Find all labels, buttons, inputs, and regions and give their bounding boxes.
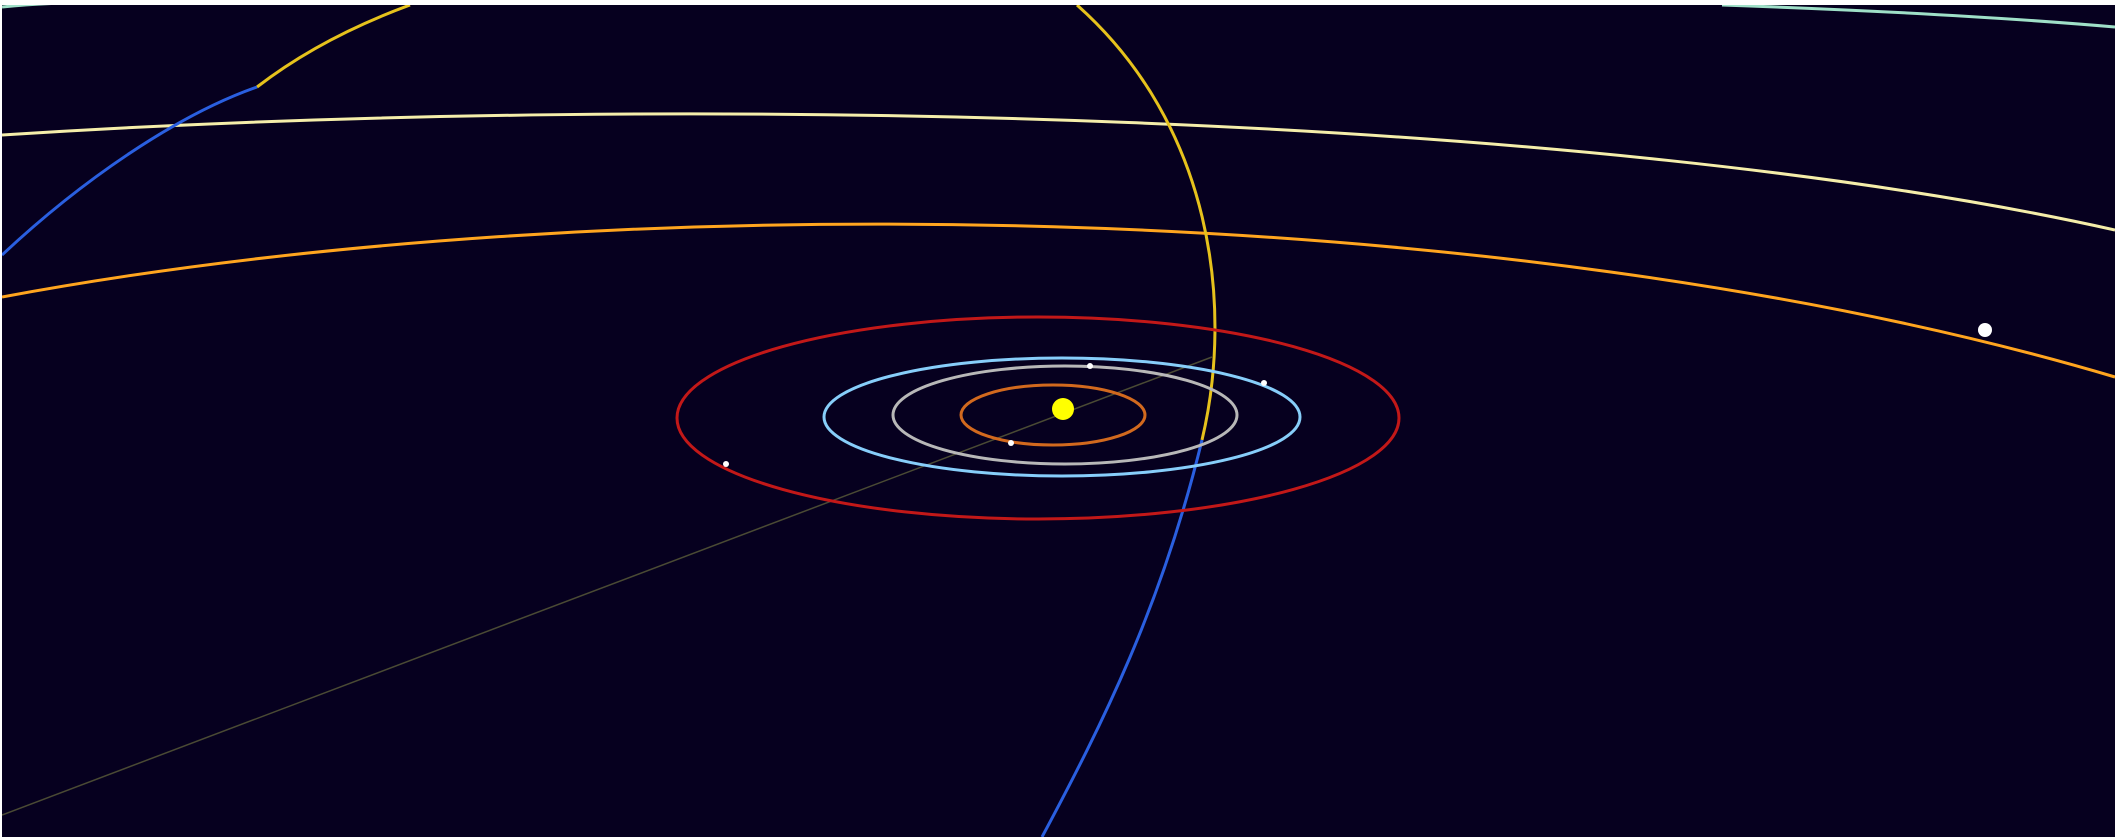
saturn-orbit bbox=[2, 112, 2115, 232]
jupiter-marker[interactable] bbox=[1978, 323, 1992, 337]
orbit-view-canvas[interactable] bbox=[2, 5, 2115, 837]
earth-orbit bbox=[822, 356, 1302, 478]
outer-orbit-teal bbox=[2, 5, 2115, 29]
mars-orbit bbox=[675, 315, 1401, 521]
mercury-orbit bbox=[959, 383, 1147, 447]
mercury-marker[interactable] bbox=[1008, 440, 1014, 446]
comet-orbit-blue bbox=[2, 85, 1204, 837]
space-background bbox=[2, 5, 2115, 837]
reference-line bbox=[2, 356, 1213, 816]
jupiter-orbit bbox=[2, 222, 2115, 379]
venus-marker[interactable] bbox=[1087, 363, 1093, 369]
mars-marker[interactable] bbox=[723, 461, 729, 467]
sun-icon[interactable] bbox=[1052, 398, 1074, 420]
venus-orbit bbox=[891, 364, 1239, 466]
comet-orbit-yellow bbox=[256, 5, 1217, 441]
earth-marker[interactable] bbox=[1261, 380, 1267, 386]
